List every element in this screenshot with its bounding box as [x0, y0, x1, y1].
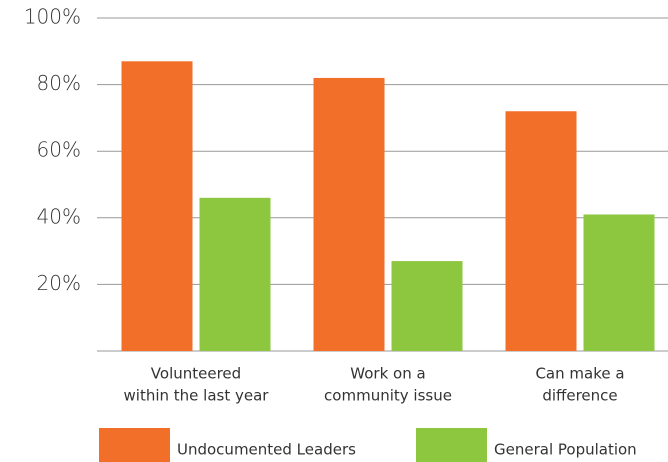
y-tick-label: 100% [24, 5, 81, 29]
x-tick-label: community issue [324, 387, 452, 405]
y-tick-label: 80% [37, 71, 81, 95]
y-tick-label: 40% [37, 204, 81, 228]
bar [505, 111, 577, 352]
bar [121, 61, 193, 351]
bar [199, 197, 271, 351]
bar [583, 214, 655, 351]
y-tick-label: 20% [37, 271, 81, 295]
x-tick-label: difference [542, 387, 617, 405]
bar [391, 261, 463, 351]
x-tick-label: Can make a [535, 365, 624, 383]
y-tick-label: 60% [37, 138, 81, 162]
legend-swatch [416, 428, 487, 462]
x-tick-label: within the last year [124, 387, 270, 405]
legend-label: Undocumented Leaders [177, 441, 356, 459]
legend-swatch [99, 428, 170, 462]
x-tick-label: Volunteered [151, 365, 241, 383]
bar [313, 77, 385, 351]
x-tick-label: Work on a [350, 365, 425, 383]
legend-label: General Population [494, 441, 637, 459]
